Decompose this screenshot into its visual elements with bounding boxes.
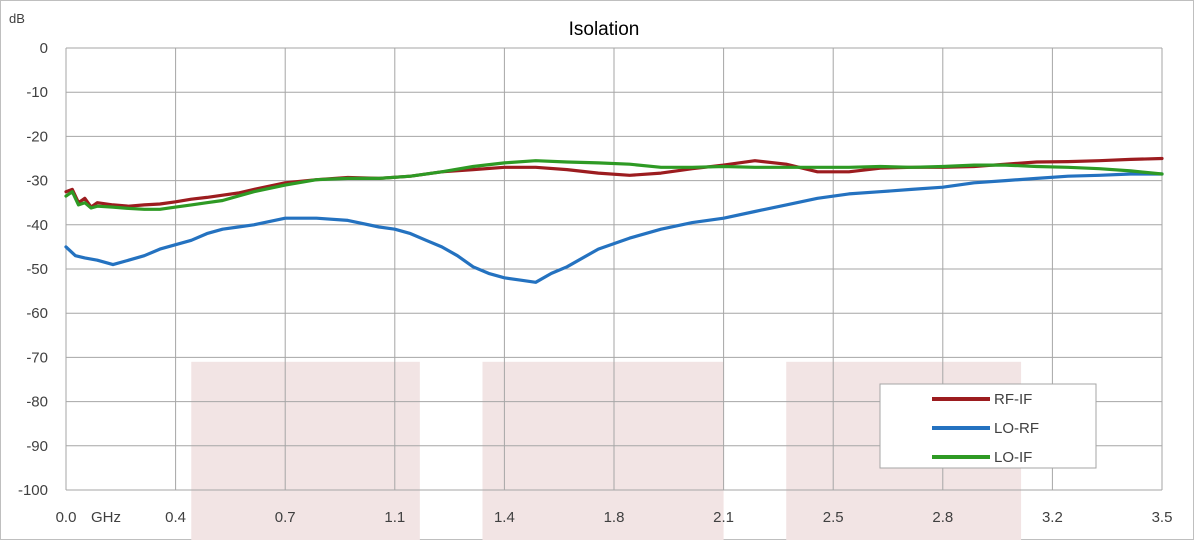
x-axis-unit-label: GHz: [91, 509, 121, 526]
shaded-band-2: [482, 361, 724, 540]
x-axis-ticks: 0.0 0.4 0.7 1.1 1.4 1.8 2.1 2.5 2.8 3.2 3.5: [56, 509, 1173, 526]
y-tick-label-5: -50: [26, 261, 48, 278]
legend-label-lo-rf: LO-RF: [994, 420, 1039, 437]
x-tick-label-9: 3.2: [1042, 509, 1063, 526]
legend-label-rf-if: RF-IF: [994, 391, 1032, 408]
x-tick-label-8: 2.8: [932, 509, 953, 526]
y-tick-label-0: 0: [40, 40, 48, 57]
chart-title: Isolation: [569, 19, 640, 40]
y-tick-label-2: -20: [26, 128, 48, 145]
y-tick-label-1: -10: [26, 84, 48, 101]
x-tick-label-10: 3.5: [1152, 509, 1173, 526]
series-line-lo-if: [64, 159, 1164, 211]
shaded-band-1: [191, 361, 420, 540]
x-tick-label-2: 0.7: [275, 509, 296, 526]
x-tick-label-0: 0.0: [56, 509, 77, 526]
legend: RF-IF LO-RF LO-IF: [879, 383, 1097, 469]
x-tick-label-1: 0.4: [165, 509, 186, 526]
y-tick-label-9: -90: [26, 438, 48, 455]
x-tick-label-3: 1.1: [384, 509, 405, 526]
y-tick-label-8: -80: [26, 394, 48, 411]
y-tick-label-3: -30: [26, 173, 48, 190]
y-tick-label-6: -60: [26, 305, 48, 322]
y-tick-label-10: -100: [18, 482, 48, 499]
legend-label-lo-if: LO-IF: [994, 449, 1032, 466]
x-tick-label-4: 1.4: [494, 509, 515, 526]
series-lines: [64, 156, 1164, 284]
y-axis-ticks: 0 -10 -20 -30 -40 -50 -60 -70 -80 -90 -100: [18, 40, 48, 499]
x-tick-label-7: 2.5: [823, 509, 844, 526]
y-tick-label-7: -70: [26, 349, 48, 366]
y-tick-label-4: -40: [26, 217, 48, 234]
x-tick-label-6: 2.1: [713, 509, 734, 526]
x-tick-label-5: 1.8: [604, 509, 625, 526]
series-line-lo-rf: [64, 172, 1164, 284]
y-axis-unit-label: dB: [9, 11, 25, 26]
